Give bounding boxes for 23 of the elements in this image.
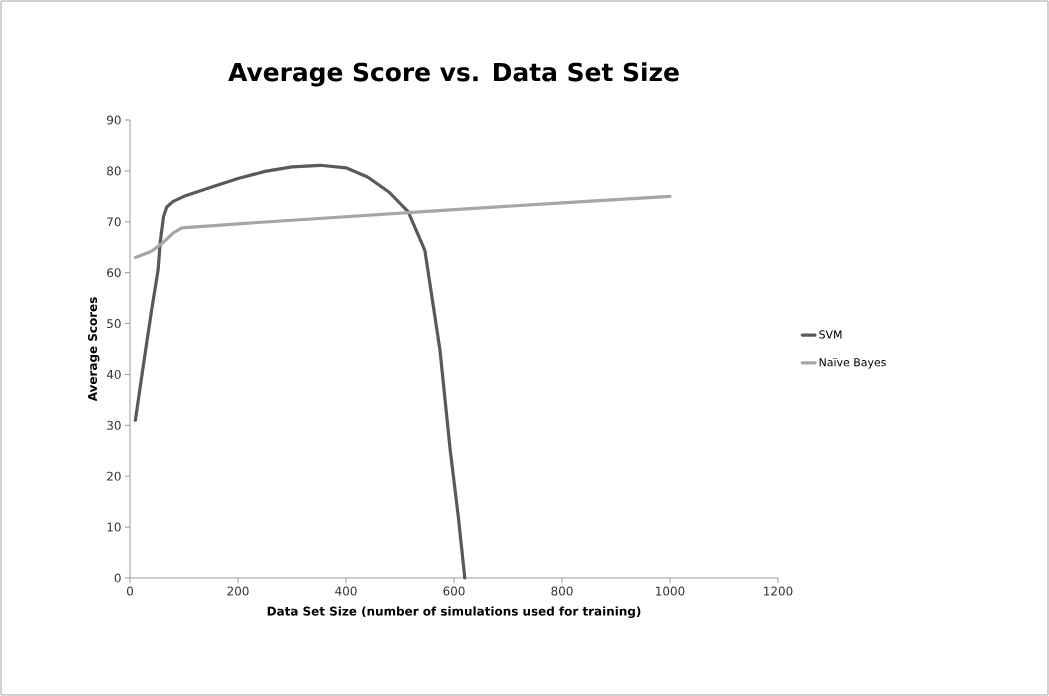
y-tick-label: 30: [107, 420, 121, 430]
x-tick-label: 400: [335, 586, 357, 596]
line-series: [133, 163, 467, 580]
x-axis-title: Data Set Size (number of simulations used for training): [267, 606, 641, 619]
x-tick-label: 200: [227, 586, 249, 596]
y-tick-label: 40: [106, 369, 121, 379]
y-tick-label: 0: [114, 573, 121, 583]
legend-label: Naïve Bayes: [819, 357, 886, 369]
y-tick-label: 70: [107, 217, 121, 227]
y-tick-label: 80: [107, 166, 121, 176]
y-axis-title: Average Scores: [87, 297, 100, 402]
x-tick-label: 0: [126, 586, 134, 596]
chart-title: Average Score vs. Data Set Size: [228, 62, 679, 87]
y-tick-label: 60: [107, 268, 121, 278]
x-tick-label: 800: [551, 586, 573, 596]
legend-label: SVM: [819, 330, 842, 339]
x-tick-label: 1000: [656, 586, 685, 596]
y-tick-label: 50: [107, 319, 121, 329]
y-tick-label: 10: [107, 522, 121, 532]
y-tick-label: 90: [107, 115, 121, 125]
x-tick-label: 600: [443, 586, 465, 596]
x-tick-label: 1200: [764, 586, 793, 596]
y-tick-label: 20: [107, 471, 121, 481]
